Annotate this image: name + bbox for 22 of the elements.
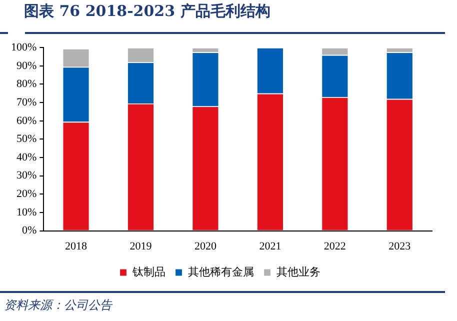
chart-title: 图表 76 2018-2023 产品毛利结构: [24, 2, 270, 21]
y-tick-label: 80%: [16, 78, 37, 90]
text: 资料来源：公司公告: [4, 297, 112, 314]
legend-label: 其他稀有金属: [188, 265, 254, 278]
y-tick-label: 70%: [16, 96, 37, 108]
y-tick-label: 30%: [16, 170, 37, 182]
y-tick-label: 100%: [10, 41, 37, 54]
x-tick-label: 2023: [388, 240, 412, 252]
x-tick-label: 2021: [259, 240, 282, 252]
x-tick-label: 2022: [324, 240, 346, 252]
x-tick-label: 2018: [65, 240, 88, 252]
x-tick-label: 2019: [130, 240, 152, 252]
y-tick-label: 90%: [16, 60, 37, 72]
x-tick-label: 2020: [194, 240, 217, 252]
y-tick-label: 20%: [16, 188, 37, 200]
legend-label: 钛制品: [131, 265, 166, 278]
y-tick-label: 10%: [16, 206, 37, 218]
legend-label: 其他业务: [276, 265, 320, 278]
y-tick-label: 60%: [16, 114, 37, 127]
y-tick-label: 50%: [16, 133, 37, 146]
y-tick-label: 0%: [22, 224, 37, 237]
y-tick-label: 40%: [16, 151, 37, 164]
